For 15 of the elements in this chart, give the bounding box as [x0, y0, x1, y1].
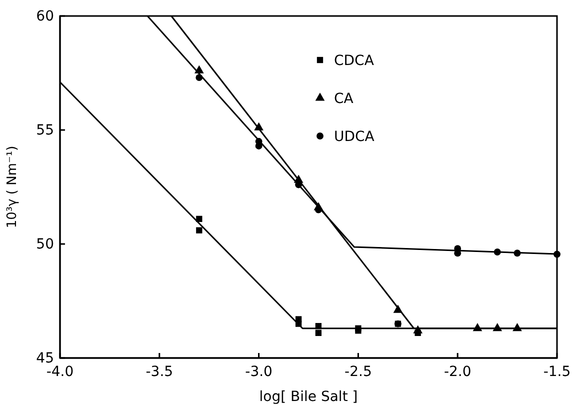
legend-label: CDCA — [334, 53, 374, 69]
y-tick-label: 60 — [36, 8, 54, 24]
x-tick-label: -2.5 — [344, 364, 372, 380]
x-tick-label: -3.0 — [245, 364, 272, 380]
x-tick-label: -1.5 — [543, 364, 571, 380]
y-axis-title: 10³γ ( Nm⁻¹) — [5, 146, 20, 228]
legend-label: CA — [334, 91, 354, 107]
y-tick-label: 55 — [36, 122, 54, 138]
x-tick-label: -3.5 — [146, 364, 174, 380]
x-tick-label: -2.0 — [444, 364, 472, 380]
y-tick-label: 45 — [36, 350, 54, 366]
y-tick-label: 50 — [36, 236, 54, 252]
x-tick-label: -4.0 — [46, 364, 74, 380]
x-axis-title: log[ Bile Salt ] — [259, 389, 358, 405]
legend-label: UDCA — [334, 129, 375, 145]
